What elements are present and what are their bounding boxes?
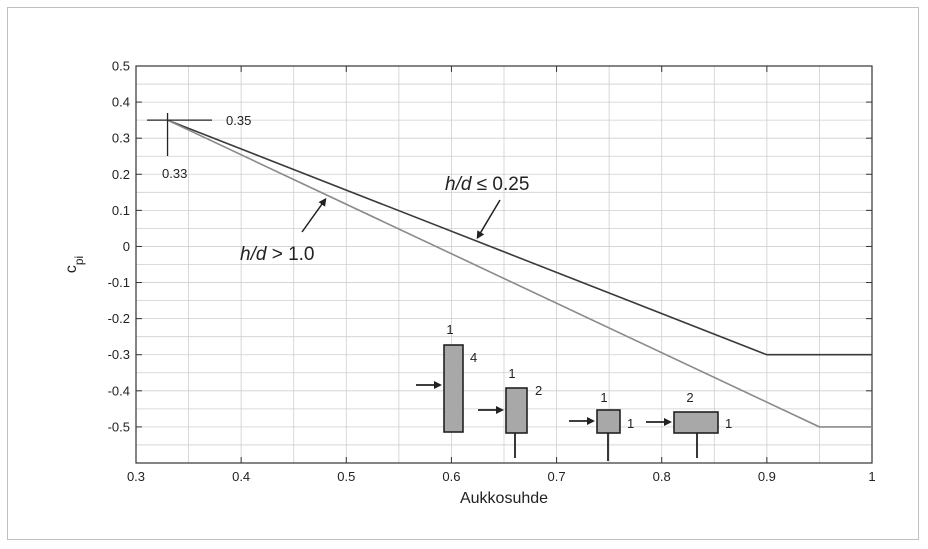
y-tick-label: 0	[123, 239, 130, 254]
x-tick-label: 0.3	[127, 469, 145, 484]
inset-side-label: 1	[627, 416, 634, 431]
y-tick-label: 0.2	[112, 167, 130, 182]
inset-ratio-1-4: 14	[416, 322, 477, 433]
inset-side-label: 2	[535, 383, 542, 398]
x-tick-label: 0.4	[232, 469, 250, 484]
building-box	[596, 409, 621, 434]
series-label-arrow	[301, 197, 327, 233]
x-tick-label: 0.9	[758, 469, 776, 484]
x-tick-label: 0.5	[337, 469, 355, 484]
chart-frame	[7, 7, 919, 540]
x-tick-label: 0.6	[442, 469, 460, 484]
series-label-2: h/d > 1.0	[240, 244, 315, 265]
y-axis: 0.5 0.4 0.3 0.2 0.1 0 -0.1 -0.2 -0.3 -0.4 -0.5	[108, 59, 872, 434]
y-tick-label: 0.4	[112, 95, 130, 110]
y-tick-label: 0.5	[112, 59, 130, 74]
inset-top-label: 1	[446, 322, 453, 337]
x-tick-label: 1	[868, 469, 875, 484]
inset-top-label: 2	[686, 390, 693, 405]
x-tick-label: 0.7	[548, 469, 566, 484]
series-line-2	[167, 119, 872, 428]
building-box	[443, 344, 464, 433]
series-label-arrow	[476, 199, 501, 240]
y-axis-label-main: c	[63, 265, 80, 273]
series-label-italic: h/d	[240, 244, 268, 265]
inset-side-label: 1	[725, 416, 732, 431]
y-tick-label: 0.1	[112, 203, 130, 218]
inset-ratio-2-1: 21	[646, 390, 732, 458]
series-label-rest: > 1.0	[266, 244, 314, 265]
inset-ratio-1-1: 11	[569, 390, 634, 461]
inset-ratio-1-2: 12	[478, 366, 542, 458]
series-line-1	[167, 119, 872, 356]
series-label-rest: ≤ 0.25	[471, 174, 529, 195]
series-label-italic: h/d	[445, 174, 473, 195]
inset-top-label: 1	[600, 390, 607, 405]
inset-side-label: 4	[470, 350, 477, 365]
y-tick-label: 0.3	[112, 131, 130, 146]
y-tick-label: -0.1	[108, 275, 130, 290]
y-tick-label: -0.4	[108, 383, 130, 398]
series-group	[167, 119, 872, 428]
inset-top-label: 1	[508, 366, 515, 381]
y-tick-label: -0.5	[108, 419, 130, 434]
building-box	[505, 387, 528, 434]
plot-area	[135, 65, 873, 464]
series-label-1: h/d ≤ 0.25	[445, 174, 529, 195]
x-axis: 0.3 0.4 0.5 0.6 0.7 0.8 0.9 1	[127, 66, 876, 484]
y-axis-label-sub: pi	[72, 256, 86, 265]
annotations: h/d ≤ 0.25h/d > 1.00.350.33	[147, 113, 529, 265]
y-tick-label: -0.3	[108, 347, 130, 362]
y-tick-label: -0.2	[108, 311, 130, 326]
y-axis-label: cpi	[63, 256, 86, 273]
building-box	[673, 411, 719, 434]
annotation-y-value: 0.35	[226, 113, 251, 128]
x-tick-label: 0.8	[653, 469, 671, 484]
annotation-x-value: 0.33	[162, 166, 187, 181]
x-axis-label: Aukkosuhde	[460, 490, 548, 507]
